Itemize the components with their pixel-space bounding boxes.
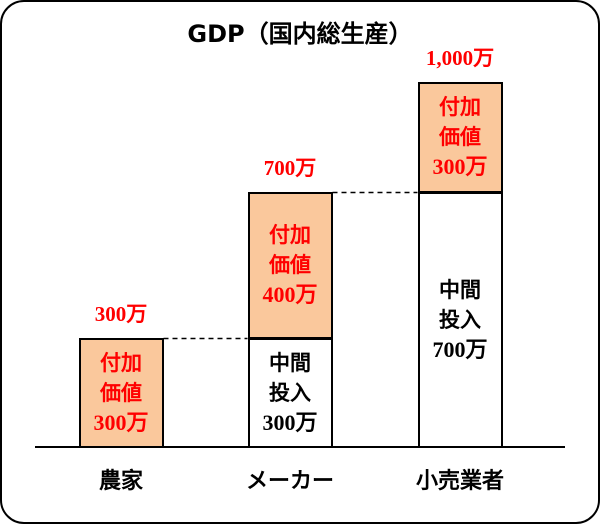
segment-value-label: 300万 <box>262 409 318 435</box>
chart-title: GDP（国内総生産） <box>187 20 413 48</box>
x-tick-label: 小売業者 <box>415 469 504 494</box>
segment-value-label: 400万 <box>262 282 318 307</box>
segment-value-label: 300万 <box>93 409 149 435</box>
x-tick-label: メーカー <box>245 469 334 494</box>
bar-segment: 中間投入 300万 <box>247 337 333 448</box>
total-label: 700万 <box>263 155 317 180</box>
bar-segment: 中間投入 700万 <box>417 191 503 448</box>
segment-name: 付加価値 <box>269 223 311 277</box>
segment-value-label: 300万 <box>432 154 488 180</box>
bar-segment: 付加価値 300万 <box>78 337 164 448</box>
segment-name: 中間投入 <box>269 350 311 405</box>
segment-name: 付加価値 <box>100 350 142 405</box>
segment-name: 中間投入 <box>439 277 481 332</box>
total-label: 300万 <box>94 301 148 326</box>
bar-segment: 付加価値 400万 <box>247 191 333 339</box>
x-tick-label: 農家 <box>98 469 143 494</box>
segment-name: 付加価値 <box>439 95 481 150</box>
segment-value-label: 700万 <box>432 336 488 362</box>
bar-segment: 付加価値 300万 <box>417 82 503 193</box>
total-label: 1,000万 <box>425 46 495 70</box>
